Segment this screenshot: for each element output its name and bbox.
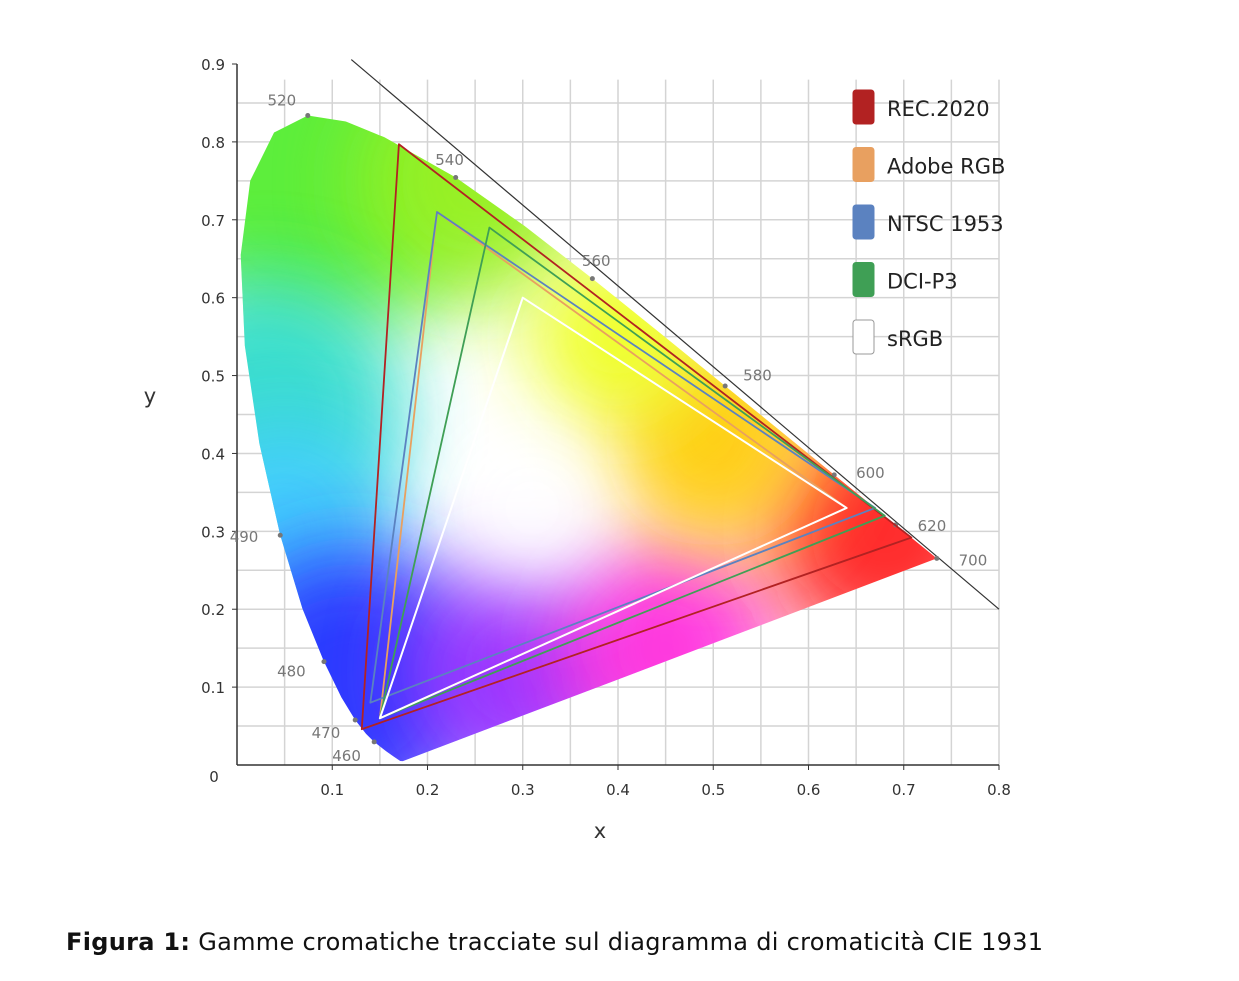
wavelength-marker [371,739,377,745]
legend-swatch [852,262,875,297]
wavelength-label: 480 [277,663,306,681]
wavelength-label: 580 [743,367,772,385]
wavelength-marker [277,532,283,538]
gamut-srgb [378,296,848,720]
legend-label: REC.2020 [887,97,990,121]
legend-label: NTSC 1953 [887,212,1004,236]
y-tick-label: 0.9 [201,56,225,74]
boundary-line [350,59,1000,610]
x-tick-label: 0.1 [320,781,344,799]
x-tick-label: 0.8 [987,781,1011,799]
y-tick-label: 0.2 [201,601,225,619]
wavelength-marker [934,555,940,561]
x-tick-label: 0.7 [892,781,916,799]
y-tick-label: 0.3 [201,523,225,541]
y-tick-label: 0.7 [201,212,225,230]
wavelength-marker [305,113,311,119]
y-tick-label: 0.8 [201,134,225,152]
legend-label: DCI-P3 [887,270,958,294]
y-tick-label: 0.6 [201,290,225,308]
caption-text: Gamme cromatiche tracciate sul diagramma… [190,928,1044,956]
wavelength-marker [831,472,837,478]
figure-caption: Figura 1: Gamme cromatiche tracciate sul… [66,928,1043,956]
origin-label: 0 [209,768,219,786]
y-tick-label: 0.5 [201,368,225,386]
spectral-locus-fill [240,115,937,762]
wavelength-label: 700 [959,552,988,570]
x-tick-label: 0.2 [416,781,440,799]
x-tick-label: 0.3 [511,781,535,799]
x-tick-label: 0.4 [606,781,630,799]
y-axis-label: y [144,384,156,408]
legend-swatch [852,147,875,182]
gamut-dci-p3 [378,226,886,720]
wavelength-marker [722,383,728,389]
y-tick-label: 0.1 [201,679,225,697]
y-tick-label: 0.4 [201,445,225,463]
x-tick-label: 0.5 [701,781,725,799]
legend-swatch [852,89,875,125]
wavelength-label: 620 [918,517,947,535]
gamut-triangles [360,143,913,731]
wavelength-label: 490 [230,528,259,546]
wavelength-label: 520 [268,91,297,109]
legend-swatch [852,319,875,355]
wavelength-marker [589,276,595,282]
gamut-rec-2020 [360,143,913,731]
cie-chromaticity-chart: 0.1 0.2 0.3 0.4 0.5 0.6 0.7 0.8 0.1 0.2 0.3 0.4 0.5 0… [144,56,1011,843]
wavelength-marker [321,659,327,665]
wavelength-marker [352,717,358,723]
legend: REC.2020 Adobe RGB NTSC 1953 DCI-P3 sRGB [852,89,1005,355]
wavelength-label: 540 [435,151,464,169]
color-blob [452,427,613,588]
axes: 0.1 0.2 0.3 0.4 0.5 0.6 0.7 0.8 0.1 0.2 0.3 0.4 0.5 0… [144,56,1011,843]
gamut-ntsc-1953 [369,211,877,704]
wavelength-label: 600 [856,464,885,482]
legend-label: sRGB [887,327,943,351]
x-axis-label: x [594,819,606,843]
caption-label: Figura 1: [66,928,191,956]
legend-label: Adobe RGB [887,155,1005,179]
wavelength-label: 470 [312,724,341,742]
wavelength-label: 560 [582,252,611,270]
wavelength-label: 460 [332,747,361,765]
wavelength-marker [453,174,459,180]
x-tick-label: 0.6 [797,781,821,799]
legend-swatch [852,204,875,240]
